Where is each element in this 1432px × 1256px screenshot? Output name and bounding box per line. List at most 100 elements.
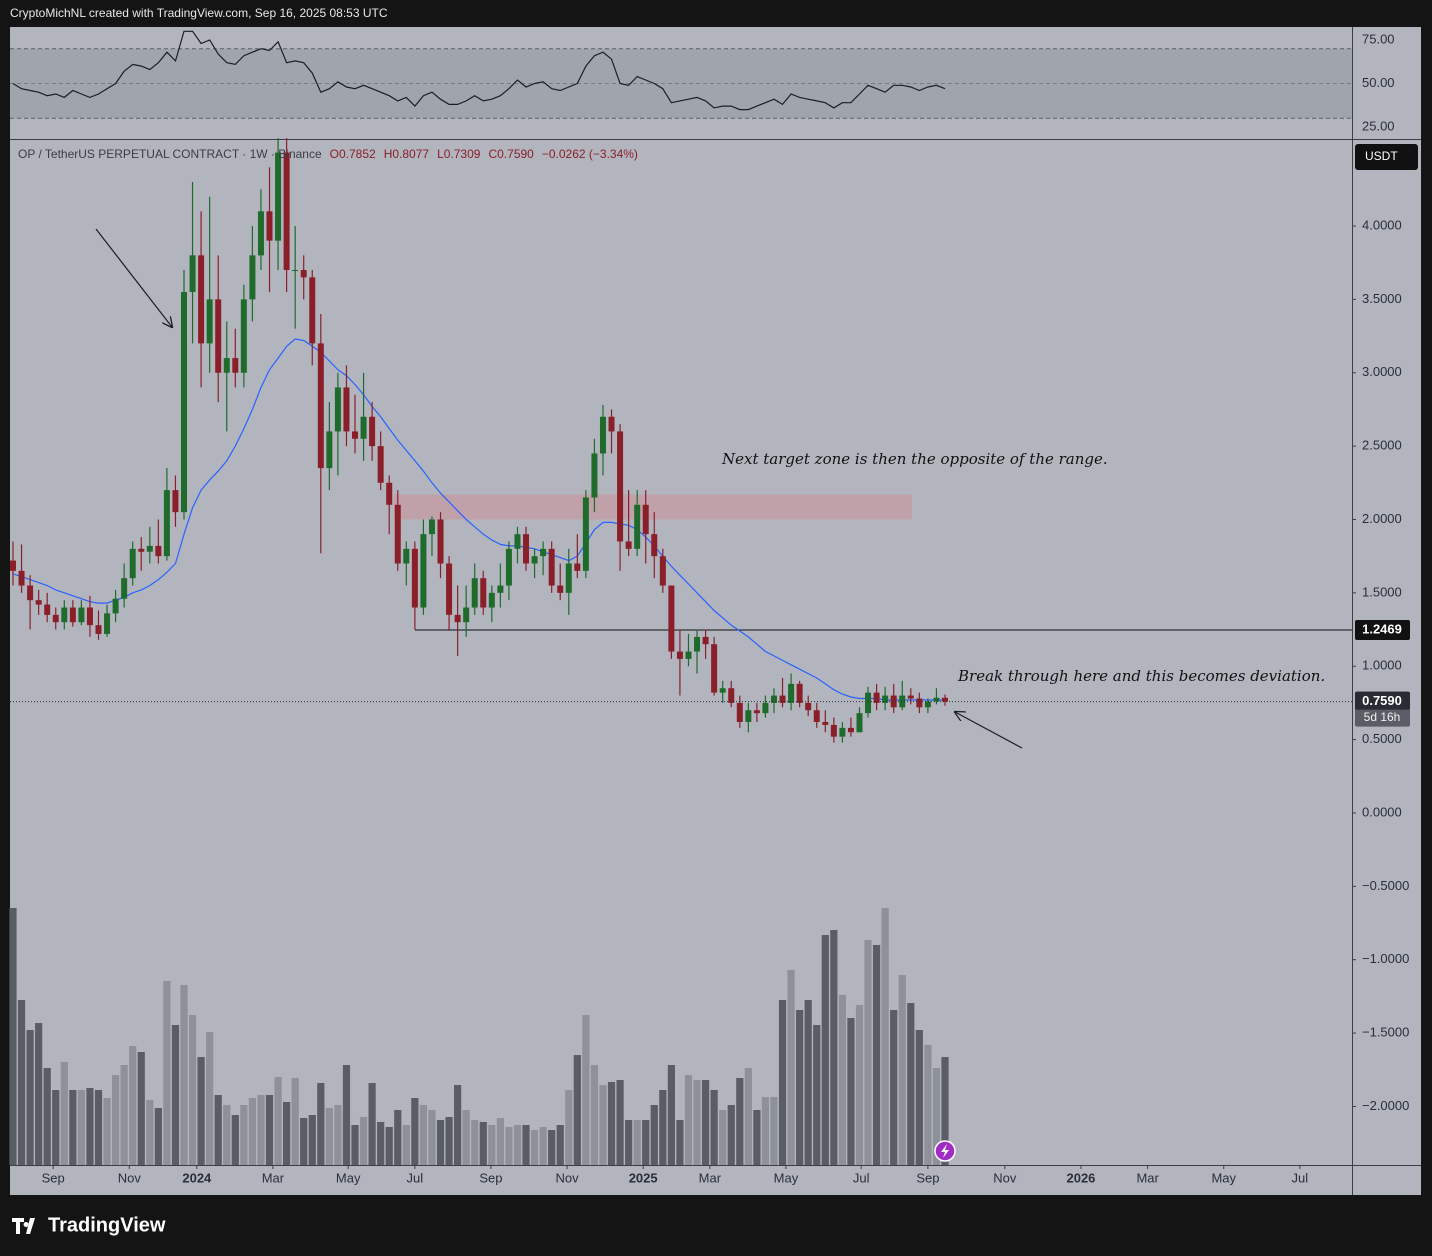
volume-bar xyxy=(890,1010,898,1165)
volume-bar xyxy=(214,1095,222,1165)
candle-body xyxy=(540,548,547,557)
volume-bar xyxy=(778,1000,787,1165)
candle-body xyxy=(719,688,726,693)
candle-body xyxy=(146,545,153,552)
ohlc-value: C0.7590 xyxy=(488,147,534,161)
candle-body xyxy=(377,446,384,483)
countdown: 5d 16h xyxy=(1364,710,1401,724)
ohlc-value: H0.8077 xyxy=(384,147,430,161)
logo: TradingView xyxy=(12,1214,166,1236)
x-tick-label: Mar xyxy=(699,1170,722,1185)
candle-body xyxy=(582,497,589,571)
y-tick-label: 3.0000 xyxy=(1362,364,1402,379)
volume-bar xyxy=(17,1000,26,1165)
candle-body xyxy=(711,644,718,693)
volume-bar xyxy=(693,1080,701,1165)
candle-body xyxy=(497,585,504,593)
candle-body xyxy=(599,416,606,454)
candle-body xyxy=(651,534,658,557)
volume-bar xyxy=(864,940,872,1165)
volume-bar xyxy=(77,1090,85,1165)
volume-bar xyxy=(385,1127,393,1165)
arrow xyxy=(955,712,1023,749)
volume-bar xyxy=(471,1120,479,1165)
volume-bar xyxy=(368,1083,376,1165)
volume-bar xyxy=(411,1098,419,1165)
candle-body xyxy=(61,607,68,623)
candle-body xyxy=(839,727,846,737)
volume-bar xyxy=(137,1052,145,1165)
volume-bar xyxy=(445,1117,453,1165)
volume-bar xyxy=(146,1100,154,1165)
volume-bar xyxy=(932,1068,941,1165)
volume-bar xyxy=(727,1105,735,1165)
volume-bar xyxy=(231,1115,239,1165)
candle-body xyxy=(694,636,701,652)
candle-body xyxy=(463,607,470,623)
candle-body xyxy=(232,358,239,373)
volume-bar xyxy=(291,1078,299,1165)
volume-bar xyxy=(86,1088,94,1165)
arrow xyxy=(95,228,172,327)
volume-bar xyxy=(334,1105,342,1165)
candle-body xyxy=(557,585,564,593)
candle-body xyxy=(480,578,487,608)
candle-body xyxy=(796,683,803,703)
volume-bar xyxy=(9,908,17,1165)
candle-body xyxy=(574,563,581,571)
candle-body xyxy=(223,358,230,373)
target-zone xyxy=(393,494,912,520)
candle-body xyxy=(275,152,282,241)
candle-body xyxy=(779,695,786,703)
candle-body xyxy=(565,563,572,593)
y-tick-label: −2.0000 xyxy=(1362,1098,1409,1113)
volume-bar xyxy=(325,1108,333,1165)
y-tick-label: 0.5000 xyxy=(1362,731,1402,746)
candle-body xyxy=(856,713,863,733)
volume-bar xyxy=(881,908,889,1165)
volume-bar xyxy=(599,1085,607,1165)
volume-bar xyxy=(308,1115,316,1165)
volume-bar xyxy=(684,1075,693,1165)
event-icon-glyph xyxy=(941,1144,949,1158)
volume-bar xyxy=(642,1120,650,1165)
volume-bar xyxy=(915,1030,923,1165)
volume-bar xyxy=(154,1108,162,1165)
candle-body xyxy=(865,692,872,714)
volume-bar xyxy=(556,1125,564,1165)
volume-bar xyxy=(419,1105,428,1165)
volume-bar xyxy=(548,1130,556,1165)
candle-body xyxy=(317,343,324,469)
candle-body xyxy=(625,541,632,549)
volume-bar xyxy=(283,1102,291,1165)
candle-body xyxy=(753,710,760,714)
candle-body xyxy=(745,710,752,722)
last-price-label: 0.7590 xyxy=(1362,693,1402,708)
x-tick-label: May xyxy=(1211,1170,1236,1185)
volume-bar xyxy=(257,1095,265,1165)
candle-body xyxy=(112,598,119,614)
rsi-band xyxy=(10,48,1352,119)
volume-bar xyxy=(821,935,829,1165)
candle-body xyxy=(428,519,435,535)
volume-bar xyxy=(163,981,171,1165)
moving-average xyxy=(12,338,945,701)
candle-body xyxy=(52,614,59,623)
candle-body xyxy=(69,607,76,623)
x-tick-label: Mar xyxy=(1136,1170,1159,1185)
volume-bar xyxy=(94,1090,103,1165)
candle-body xyxy=(454,614,461,623)
volume-bar xyxy=(248,1098,257,1165)
candle-body xyxy=(642,504,649,535)
volume-bar xyxy=(513,1125,522,1165)
volume-bar xyxy=(206,1032,214,1165)
candle-body xyxy=(873,692,880,703)
candle-body xyxy=(257,211,264,256)
volume-bar xyxy=(830,930,838,1165)
candle-body xyxy=(394,504,401,564)
candle-body xyxy=(813,710,820,722)
logo-mark xyxy=(12,1218,35,1234)
candle-body xyxy=(916,698,923,708)
candle-body xyxy=(830,724,837,737)
candle-body xyxy=(181,292,188,513)
